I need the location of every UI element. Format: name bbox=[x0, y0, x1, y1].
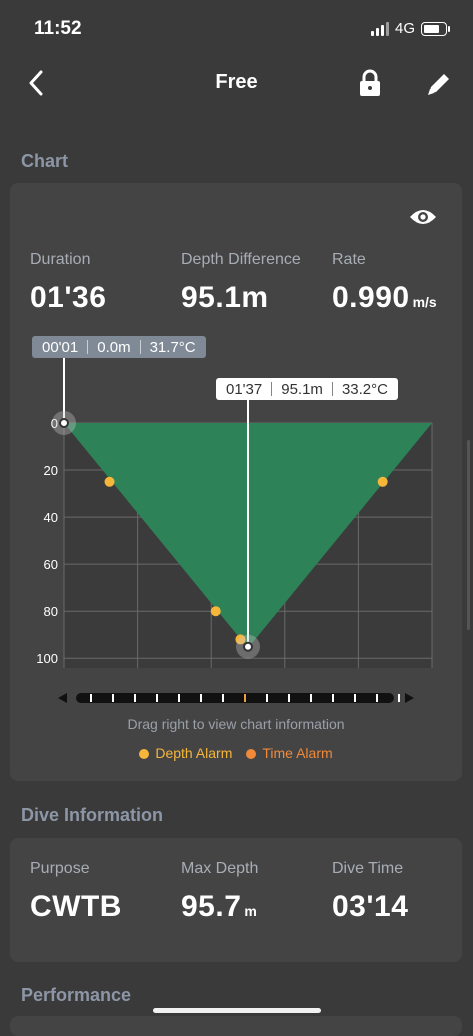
start-tooltip-temp: 31.7°C bbox=[149, 338, 196, 356]
max-depth-unit: m bbox=[244, 903, 257, 919]
purpose-value: CWTB bbox=[30, 890, 122, 923]
battery-icon bbox=[421, 21, 450, 36]
legend-time-alarm: Time Alarm bbox=[246, 745, 333, 761]
scrub-tick bbox=[222, 694, 224, 702]
chevron-left-icon bbox=[29, 70, 43, 96]
drag-hint: Drag right to view chart information bbox=[127, 716, 345, 732]
end-tooltip-time: 01'37 bbox=[226, 380, 263, 398]
depth-difference-label: Depth Difference bbox=[181, 251, 301, 268]
eye-icon[interactable] bbox=[408, 207, 438, 227]
chart-area[interactable]: 02040608010009:3500'3901'1801'5702'3609:… bbox=[10, 328, 462, 690]
end-tooltip-temp: 33.2°C bbox=[341, 380, 388, 398]
rate-unit: m/s bbox=[412, 294, 437, 310]
status-time: 11:52 bbox=[34, 18, 82, 39]
end-cursor-handle bbox=[243, 641, 253, 652]
y-tick-label: 0 bbox=[51, 416, 58, 431]
scrub-tick bbox=[310, 694, 312, 702]
scrub-right-arrow-icon bbox=[405, 693, 414, 703]
depth-alarm-dot-icon bbox=[139, 749, 150, 760]
max-depth-group: 95.7 m bbox=[181, 890, 257, 924]
dive-profile-chart[interactable]: 02040608010009:3500'3901'1801'5702'3609:… bbox=[10, 328, 462, 690]
start-cursor-handle bbox=[59, 418, 69, 428]
dive-info-card: Purpose CWTB Max Depth 95.7 m Dive Time 0… bbox=[10, 838, 462, 962]
depth-alarm-point bbox=[377, 476, 388, 487]
y-tick-label: 20 bbox=[44, 463, 58, 478]
scrub-tick bbox=[398, 694, 400, 702]
scrub-tick bbox=[244, 694, 246, 702]
dive-time-label: Dive Time bbox=[332, 860, 404, 877]
legend-depth-alarm: Depth Alarm bbox=[139, 745, 232, 761]
lock-button[interactable] bbox=[355, 68, 385, 100]
timeline-scrubber[interactable] bbox=[56, 688, 416, 713]
dive-time-value: 03'14 bbox=[332, 890, 409, 923]
rate-value: 0.990 bbox=[332, 281, 410, 314]
scrub-tick bbox=[332, 694, 334, 702]
scrub-tick bbox=[354, 694, 356, 702]
depth-alarm-point bbox=[104, 476, 115, 487]
y-tick-label: 40 bbox=[44, 510, 58, 525]
scrub-tick bbox=[376, 694, 378, 702]
chart-card: Duration 01'36 Depth Difference 95.1m Ra… bbox=[10, 183, 462, 781]
scrub-tick bbox=[288, 694, 290, 702]
depth-difference-value: 95.1m bbox=[181, 281, 269, 314]
end-cursor-tooltip: 01'37 95.1m 33.2°C bbox=[216, 378, 398, 400]
page-title: Free bbox=[215, 71, 258, 93]
purpose-label: Purpose bbox=[30, 860, 90, 877]
duration-value: 01'36 bbox=[30, 281, 107, 314]
scrub-left-arrow-icon bbox=[58, 693, 67, 703]
y-tick-label: 60 bbox=[44, 557, 58, 572]
scrub-tick bbox=[134, 694, 136, 702]
depth-alarm-point bbox=[235, 634, 246, 645]
scrub-track bbox=[76, 693, 394, 703]
performance-title: Performance bbox=[21, 985, 132, 1005]
status-indicators: 4G bbox=[370, 20, 450, 37]
start-tooltip-time: 00'01 bbox=[42, 338, 79, 356]
rate-value-group: 0.990 m/s bbox=[332, 281, 437, 315]
scrub-tick bbox=[90, 694, 92, 702]
scrub-tick bbox=[178, 694, 180, 702]
back-button[interactable] bbox=[22, 66, 50, 100]
network-label: 4G bbox=[394, 20, 415, 37]
scrub-tick bbox=[266, 694, 268, 702]
home-indicator[interactable] bbox=[153, 1008, 321, 1013]
max-depth-label: Max Depth bbox=[181, 860, 259, 877]
duration-label: Duration bbox=[30, 251, 91, 268]
rate-label: Rate bbox=[332, 251, 366, 268]
signal-icon bbox=[370, 21, 389, 36]
lock-icon bbox=[360, 69, 380, 96]
chart-legend: Depth Alarm Time Alarm bbox=[10, 745, 462, 761]
timeline-scrubber-graphic[interactable] bbox=[56, 688, 416, 708]
scrub-tick bbox=[112, 694, 114, 702]
chart-section-title: Chart bbox=[21, 151, 69, 171]
scrub-tick bbox=[200, 694, 202, 702]
pencil-icon bbox=[428, 74, 449, 95]
scrub-tick bbox=[156, 694, 158, 702]
max-depth-value: 95.7 bbox=[181, 890, 242, 923]
start-cursor-tooltip: 00'01 0.0m 31.7°C bbox=[32, 336, 206, 358]
end-tooltip-depth: 95.1m bbox=[281, 380, 323, 398]
performance-card bbox=[10, 1016, 462, 1036]
y-tick-label: 100 bbox=[36, 651, 58, 666]
scrollbar[interactable] bbox=[467, 440, 470, 630]
y-tick-label: 80 bbox=[44, 604, 58, 619]
dive-info-title: Dive Information bbox=[21, 805, 164, 825]
time-alarm-dot-icon bbox=[246, 749, 257, 760]
edit-button[interactable] bbox=[423, 68, 453, 100]
depth-alarm-point bbox=[210, 606, 221, 617]
start-tooltip-depth: 0.0m bbox=[97, 338, 131, 356]
